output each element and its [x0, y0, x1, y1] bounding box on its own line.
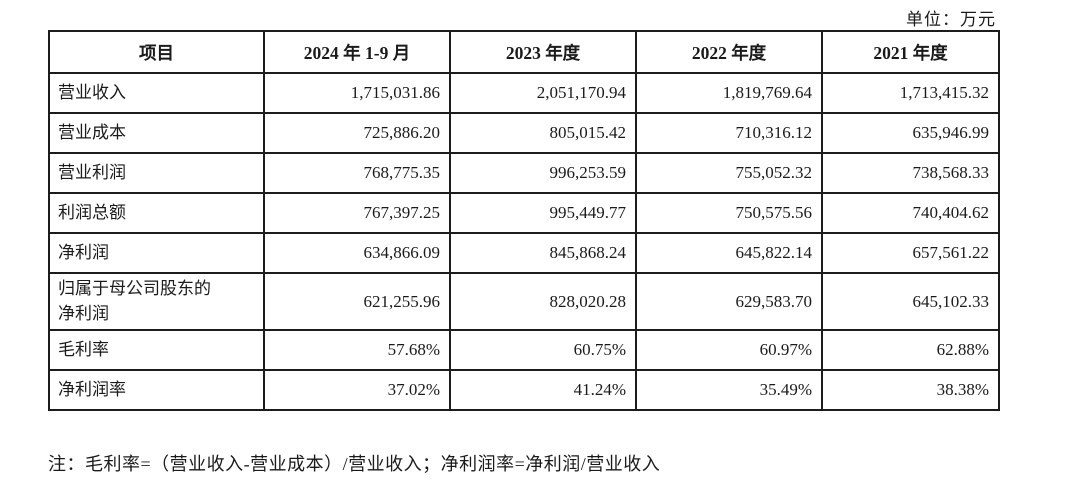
cell-value: 710,316.12 [635, 112, 823, 154]
row-label: 归属于母公司股东的 净利润 [48, 271, 265, 332]
table-body: 营业收入 1,715,031.86 2,051,170.94 1,819,769… [48, 72, 1000, 412]
cell-value: 57.68% [263, 329, 451, 372]
table-row-operating-revenue: 营业收入 1,715,031.86 2,051,170.94 1,819,769… [48, 72, 1000, 114]
cell-value: 2,051,170.94 [449, 72, 637, 114]
table-row-net-profit-attributable-to-parent: 归属于母公司股东的 净利润 621,255.96 828,020.28 629,… [48, 271, 1000, 332]
cell-value: 62.88% [821, 329, 1000, 372]
cell-value: 645,102.33 [821, 271, 1000, 332]
row-label: 利润总额 [48, 192, 265, 234]
row-label: 营业收入 [48, 72, 265, 114]
cell-value: 845,868.24 [449, 232, 637, 274]
cell-value: 60.97% [635, 329, 823, 372]
table-row-gross-margin: 毛利率 57.68% 60.75% 60.97% 62.88% [48, 329, 1000, 372]
table-row-total-profit: 利润总额 767,397.25 995,449.77 750,575.56 74… [48, 192, 1000, 234]
cell-value: 60.75% [449, 329, 637, 372]
table-row-operating-cost: 营业成本 725,886.20 805,015.42 710,316.12 63… [48, 112, 1000, 154]
col-header-2021: 2021 年度 [821, 30, 1000, 74]
cell-value: 1,819,769.64 [635, 72, 823, 114]
cell-value: 755,052.32 [635, 152, 823, 194]
financial-summary-table: 项目 2024 年 1-9 月 2023 年度 2022 年度 2021 年度 … [48, 30, 1000, 412]
table-row-operating-profit: 营业利润 768,775.35 996,253.59 755,052.32 73… [48, 152, 1000, 194]
cell-value: 725,886.20 [263, 112, 451, 154]
col-header-2022: 2022 年度 [635, 30, 823, 74]
cell-value: 41.24% [449, 369, 637, 412]
cell-value: 767,397.25 [263, 192, 451, 234]
table-row-net-profit: 净利润 634,866.09 845,868.24 645,822.14 657… [48, 232, 1000, 274]
cell-value: 35.49% [635, 369, 823, 412]
cell-value: 1,715,031.86 [263, 72, 451, 114]
cell-value: 828,020.28 [449, 271, 637, 332]
cell-value: 740,404.62 [821, 192, 1000, 234]
row-label: 净利润 [48, 232, 265, 274]
cell-value: 37.02% [263, 369, 451, 412]
cell-value: 805,015.42 [449, 112, 637, 154]
table-header-row: 项目 2024 年 1-9 月 2023 年度 2022 年度 2021 年度 [48, 30, 1000, 74]
col-header-2023: 2023 年度 [449, 30, 637, 74]
cell-value: 995,449.77 [449, 192, 637, 234]
col-header-item: 项目 [48, 30, 265, 74]
col-header-2024-1-9: 2024 年 1-9 月 [263, 30, 451, 74]
cell-value: 645,822.14 [635, 232, 823, 274]
cell-value: 768,775.35 [263, 152, 451, 194]
row-label: 净利润率 [48, 369, 265, 412]
cell-value: 629,583.70 [635, 271, 823, 332]
cell-value: 634,866.09 [263, 232, 451, 274]
row-label: 毛利率 [48, 329, 265, 372]
cell-value: 635,946.99 [821, 112, 1000, 154]
footnote: 注：毛利率=（营业收入-营业成本）/营业收入；净利润率=净利润/营业收入 [48, 454, 661, 474]
cell-value: 750,575.56 [635, 192, 823, 234]
row-label: 营业成本 [48, 112, 265, 154]
cell-value: 657,561.22 [821, 232, 1000, 274]
cell-value: 1,713,415.32 [821, 72, 1000, 114]
cell-value: 621,255.96 [263, 271, 451, 332]
cell-value: 38.38% [821, 369, 1000, 412]
table-row-net-profit-margin: 净利润率 37.02% 41.24% 35.49% 38.38% [48, 369, 1000, 412]
unit-label: 单位：万元 [906, 10, 996, 29]
row-label: 营业利润 [48, 152, 265, 194]
cell-value: 996,253.59 [449, 152, 637, 194]
cell-value: 738,568.33 [821, 152, 1000, 194]
